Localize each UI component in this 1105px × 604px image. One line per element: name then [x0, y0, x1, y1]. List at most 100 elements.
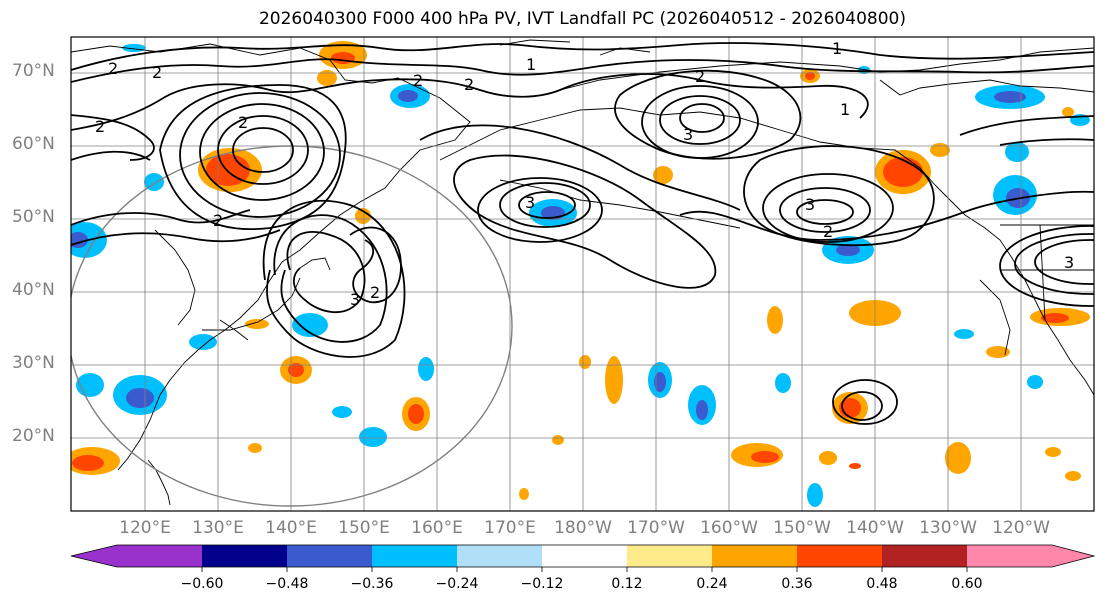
shade-negative: [654, 372, 666, 392]
colorbar-tick-label: 0.36: [781, 576, 813, 592]
colorbar-tick-label: −0.60: [180, 576, 224, 592]
shade-positive: [519, 488, 529, 500]
shade-negative: [696, 400, 708, 420]
contour-label: 2: [108, 59, 118, 78]
colorbar-bin: [882, 545, 967, 567]
colorbar-tick-label: 0.12: [611, 576, 643, 592]
colorbar-tick-label: −0.12: [520, 576, 564, 592]
shade-negative: [807, 483, 823, 507]
contour-label: 1: [840, 100, 850, 119]
colorbar-tick-label: 0.60: [951, 576, 983, 592]
colorbar-bin: [542, 545, 627, 567]
contour-label: 2: [464, 75, 474, 94]
lon-label: 160°E: [411, 518, 463, 538]
shade-positive: [1041, 313, 1069, 323]
shade-positive: [653, 166, 673, 184]
shade-negative: [1027, 375, 1043, 389]
shade-negative: [359, 427, 387, 447]
contour-label: 1: [832, 39, 842, 58]
shade-negative: [836, 244, 860, 256]
shade-positive: [849, 463, 861, 469]
colorbar-bin: [967, 545, 1052, 567]
shade-positive: [579, 355, 591, 369]
shade-negative: [332, 406, 352, 418]
contour-label: 2: [152, 63, 162, 82]
shade-negative: [775, 373, 791, 393]
lon-label: 120°E: [119, 518, 171, 538]
shade-positive: [408, 404, 424, 424]
coastlines: [71, 39, 1094, 506]
shade-negative: [994, 91, 1026, 103]
contour-label: 2: [95, 117, 105, 136]
shade-positive: [1062, 107, 1074, 117]
colorbar-extend-low: [71, 545, 117, 567]
shade-positive: [986, 346, 1010, 358]
shade-positive: [930, 143, 950, 157]
ivt-contours: [71, 42, 1094, 425]
lon-label: 130°W: [919, 518, 977, 538]
colorbar-tick-label: −0.36: [350, 576, 394, 592]
contour-label: 1: [526, 55, 536, 74]
shade-negative: [126, 388, 154, 408]
shade-negative: [1005, 142, 1029, 162]
lon-label: 140°W: [846, 518, 904, 538]
colorbar: [70, 544, 1096, 572]
lat-label: 50°N: [12, 207, 55, 227]
shade-positive: [317, 70, 337, 86]
lon-label: 180°W: [554, 518, 612, 538]
shade-positive: [1045, 447, 1061, 457]
colorbar-tick-label: −0.48: [265, 576, 309, 592]
shade-positive: [605, 356, 623, 404]
colorbar-extend-high: [1052, 545, 1094, 567]
lat-label: 30°N: [12, 353, 55, 373]
colorbar-bin: [117, 545, 202, 567]
contour-label: 2: [238, 113, 248, 132]
lon-label: 150°W: [773, 518, 831, 538]
contour-label: 2: [413, 71, 423, 90]
contour-label: 2: [695, 67, 705, 86]
lon-label: 130°E: [192, 518, 244, 538]
map-title: 2026040300 F000 400 hPa PV, IVT Landfall…: [258, 9, 906, 29]
lon-label: 160°W: [700, 518, 758, 538]
lat-label: 40°N: [12, 280, 55, 300]
colorbar-bin: [712, 545, 797, 567]
shade-positive: [945, 442, 971, 474]
contour-label: 3: [805, 195, 815, 214]
colorbar-bin: [372, 545, 457, 567]
shade-positive: [767, 306, 783, 334]
colorbar-tick-label: −0.24: [435, 576, 479, 592]
shade-positive: [552, 435, 564, 445]
shade-negative: [418, 357, 434, 381]
shade-positive: [1065, 471, 1081, 481]
contour-label: 3: [683, 125, 693, 144]
lon-label: 140°E: [265, 518, 317, 538]
shade-positive: [72, 455, 104, 471]
contour-label: 2: [823, 222, 833, 241]
colorbar-outline: [70, 544, 1096, 568]
shade-positive: [805, 72, 815, 80]
lon-label: 120°W: [992, 518, 1050, 538]
pv-anomaly-shading: [71, 41, 1090, 507]
colorbar-bin: [202, 545, 287, 567]
shade-positive: [883, 157, 923, 187]
shade-negative: [292, 313, 328, 337]
shade-positive: [248, 443, 262, 453]
contour-label: 3: [350, 290, 360, 309]
map-plot-area: 1 1 1 2 2 2 2 2 2 2 3 3 3 3 3 2 2 2: [71, 37, 1094, 511]
lat-label: 70°N: [12, 61, 55, 81]
lat-label: 20°N: [12, 426, 55, 446]
contour-label: 2: [370, 283, 380, 302]
colorbar-bin: [627, 545, 712, 567]
colorbar-bin: [797, 545, 882, 567]
map-frame: [70, 36, 1095, 512]
shade-negative: [398, 90, 418, 102]
shade-positive: [245, 319, 269, 329]
shade-positive: [288, 363, 304, 377]
contour-labels: 1 1 1 2 2 2 2 2 2 2 3 3 3 3 3 2 2 2: [95, 39, 1074, 309]
landfall-region-circle: [71, 145, 513, 507]
shade-negative: [954, 329, 974, 339]
lon-label: 170°W: [627, 518, 685, 538]
colorbar-bin: [287, 545, 372, 567]
contour-label: 3: [1064, 253, 1074, 272]
